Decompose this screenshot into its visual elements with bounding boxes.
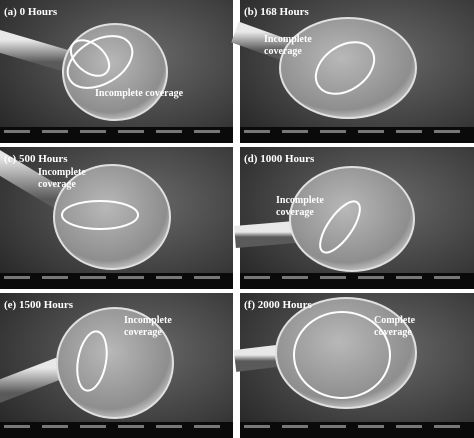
info-bar-detail bbox=[244, 130, 270, 133]
info-bar-detail bbox=[156, 130, 182, 133]
info-bar-detail bbox=[80, 130, 106, 133]
wire bbox=[234, 221, 296, 248]
info-bar-detail bbox=[434, 130, 460, 133]
info-bar-detail bbox=[118, 276, 144, 279]
info-bar-detail bbox=[42, 425, 68, 428]
info-bar-detail bbox=[4, 425, 30, 428]
info-bar-detail bbox=[4, 130, 30, 133]
annotation-text: Complete bbox=[374, 315, 416, 326]
info-bar-detail bbox=[358, 130, 384, 133]
annotation-ellipse bbox=[66, 35, 134, 89]
annotation-text: Incomplete coverage bbox=[95, 88, 184, 99]
info-bar bbox=[0, 273, 233, 289]
info-bar-detail bbox=[320, 425, 346, 428]
panel-label: (e) 1500 Hours bbox=[4, 299, 74, 311]
wire-head bbox=[62, 23, 168, 121]
wire bbox=[231, 21, 289, 61]
info-bar-detail bbox=[282, 276, 308, 279]
annotation-ellipse bbox=[319, 200, 361, 254]
annotation-text: coverage bbox=[38, 179, 76, 190]
info-bar-detail bbox=[42, 276, 68, 279]
info-bar-detail bbox=[118, 425, 144, 428]
annotation-text: Incomplete bbox=[276, 195, 324, 206]
annotation-text: coverage bbox=[374, 327, 412, 338]
info-bar bbox=[240, 273, 474, 289]
wire-head bbox=[53, 164, 171, 270]
annotation-ellipse bbox=[61, 200, 139, 230]
info-bar-detail bbox=[396, 276, 422, 279]
annotation-ellipse bbox=[314, 41, 376, 95]
info-bar-detail bbox=[282, 130, 308, 133]
annotation-text: coverage bbox=[124, 327, 162, 338]
info-bar-detail bbox=[118, 130, 144, 133]
info-bar-detail bbox=[156, 276, 182, 279]
info-bar bbox=[240, 422, 474, 438]
info-bar-detail bbox=[42, 130, 68, 133]
annotation-text: coverage bbox=[276, 207, 314, 218]
annotation-ellipse bbox=[293, 311, 391, 399]
wire-head bbox=[279, 17, 417, 119]
panel-label: (c) 500 Hours bbox=[4, 153, 68, 165]
info-bar-detail bbox=[434, 425, 460, 428]
annotation-text: Incomplete bbox=[264, 34, 312, 45]
wire bbox=[0, 357, 64, 403]
annotation-text: Incomplete bbox=[38, 167, 86, 178]
info-bar-detail bbox=[244, 276, 270, 279]
info-bar-detail bbox=[320, 276, 346, 279]
info-bar-detail bbox=[80, 276, 106, 279]
panel-label: (d) 1000 Hours bbox=[244, 153, 315, 165]
info-bar-detail bbox=[156, 425, 182, 428]
info-bar-detail bbox=[358, 276, 384, 279]
info-bar bbox=[0, 127, 233, 143]
annotation-ellipse bbox=[76, 330, 108, 392]
info-bar-detail bbox=[194, 276, 220, 279]
info-bar-detail bbox=[396, 130, 422, 133]
wire bbox=[0, 30, 74, 73]
wire bbox=[0, 150, 66, 209]
info-bar-detail bbox=[4, 276, 30, 279]
info-bar-detail bbox=[396, 425, 422, 428]
annotation-text: Incomplete bbox=[124, 315, 172, 326]
info-bar bbox=[0, 422, 233, 438]
panel-label: (f) 2000 Hours bbox=[244, 299, 313, 311]
panel-label: (b) 168 Hours bbox=[244, 6, 310, 18]
info-bar bbox=[240, 127, 474, 143]
info-bar-detail bbox=[194, 425, 220, 428]
annotation-ellipse bbox=[69, 39, 111, 77]
info-bar-detail bbox=[320, 130, 346, 133]
info-bar-detail bbox=[194, 130, 220, 133]
info-bar-detail bbox=[244, 425, 270, 428]
info-bar-detail bbox=[282, 425, 308, 428]
info-bar-detail bbox=[80, 425, 106, 428]
wire-head bbox=[289, 166, 415, 272]
annotation-text: coverage bbox=[264, 46, 302, 57]
sem-panel: (a) 0 Hours Incomplete coverage bbox=[0, 0, 233, 143]
info-bar-detail bbox=[434, 276, 460, 279]
info-bar-detail bbox=[358, 425, 384, 428]
panel-label: (a) 0 Hours bbox=[4, 6, 58, 18]
